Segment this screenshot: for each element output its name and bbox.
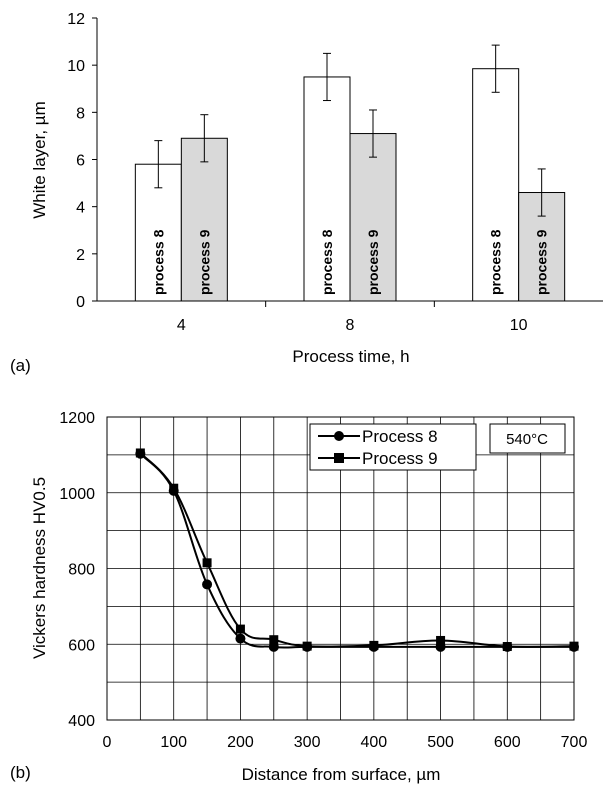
legend-label-process-8: Process 8 xyxy=(362,427,438,446)
x-axis-label-b: Distance from surface, µm xyxy=(242,765,441,784)
point-process-9 xyxy=(436,635,446,645)
series-line-process-8 xyxy=(139,453,574,649)
x-tick-label-a: 4 xyxy=(177,317,186,334)
x-axis-label-a: Process time, h xyxy=(292,347,409,366)
x-tick-label-b: 500 xyxy=(427,734,454,751)
legend: Process 8 Process 9 xyxy=(309,423,477,471)
legend-marker-process-9 xyxy=(334,453,344,463)
bar-label-process-8: process 8 xyxy=(488,229,504,295)
bar-label-process-8: process 8 xyxy=(150,229,166,295)
point-process-9 xyxy=(369,640,379,650)
y-tick-label-b: 400 xyxy=(68,713,95,730)
y-tick-label-a: 8 xyxy=(76,105,85,122)
bar-label-process-9: process 9 xyxy=(534,229,550,295)
y-axis-label-a: White layer, µm xyxy=(30,101,49,219)
point-process-8 xyxy=(202,579,213,590)
bar-label-process-9: process 9 xyxy=(365,229,381,295)
y-tick-label-a: 10 xyxy=(67,58,85,75)
x-tick-label-b: 300 xyxy=(294,734,321,751)
y-axis-label-b: Vickers hardness HV0.5 xyxy=(30,477,49,659)
legend-marker-process-8 xyxy=(334,431,344,441)
x-tick-label-b: 100 xyxy=(160,734,187,751)
x-tick-label-a: 10 xyxy=(510,317,528,334)
series-line-process-9 xyxy=(139,452,575,648)
x-tick-label-b: 0 xyxy=(103,734,112,751)
y-tick-label-b: 1200 xyxy=(59,410,95,427)
x-tick-label-b: 200 xyxy=(227,734,254,751)
point-process-9 xyxy=(569,641,579,651)
point-process-9 xyxy=(502,642,512,652)
y-tick-label-a: 12 xyxy=(67,11,85,28)
panel-label-a: (a) xyxy=(10,356,31,375)
point-process-9 xyxy=(169,483,179,493)
white-layer-bar-chart: process 8 process 9 process 8 process 9 proc… xyxy=(10,11,603,375)
point-process-9 xyxy=(235,624,245,634)
x-tick-label-b: 600 xyxy=(494,734,521,751)
y-tick-label-b: 800 xyxy=(68,562,95,579)
y-tick-label-b: 600 xyxy=(68,637,95,654)
y-tick-label-a: 4 xyxy=(76,200,85,217)
point-process-9 xyxy=(302,641,312,651)
panel-label-b: (b) xyxy=(10,763,31,782)
point-process-8 xyxy=(268,641,279,652)
bar-label-process-9: process 9 xyxy=(196,229,212,295)
temperature-annotation: 540°C xyxy=(506,431,548,448)
y-tick-label-a: 2 xyxy=(76,247,85,264)
point-process-9 xyxy=(269,635,279,645)
point-process-8 xyxy=(235,633,246,644)
hardness-line-chart: 0 100 200 300 400 500 600 70040060080010001200 … xyxy=(10,410,587,784)
temperature-annotation-box xyxy=(489,423,566,454)
point-process-9 xyxy=(202,558,212,568)
x-tick-label-a: 8 xyxy=(346,317,355,334)
legend-label-process-9: Process 9 xyxy=(362,449,438,468)
y-tick-label-b: 1000 xyxy=(59,486,95,503)
y-tick-label-a: 0 xyxy=(76,294,85,311)
y-tick-label-a: 6 xyxy=(76,153,85,170)
x-tick-label-b: 700 xyxy=(561,734,588,751)
x-tick-label-b: 400 xyxy=(361,734,388,751)
plot-area-b xyxy=(106,416,575,721)
bar-label-process-8: process 8 xyxy=(319,229,335,295)
point-process-9 xyxy=(135,448,145,458)
